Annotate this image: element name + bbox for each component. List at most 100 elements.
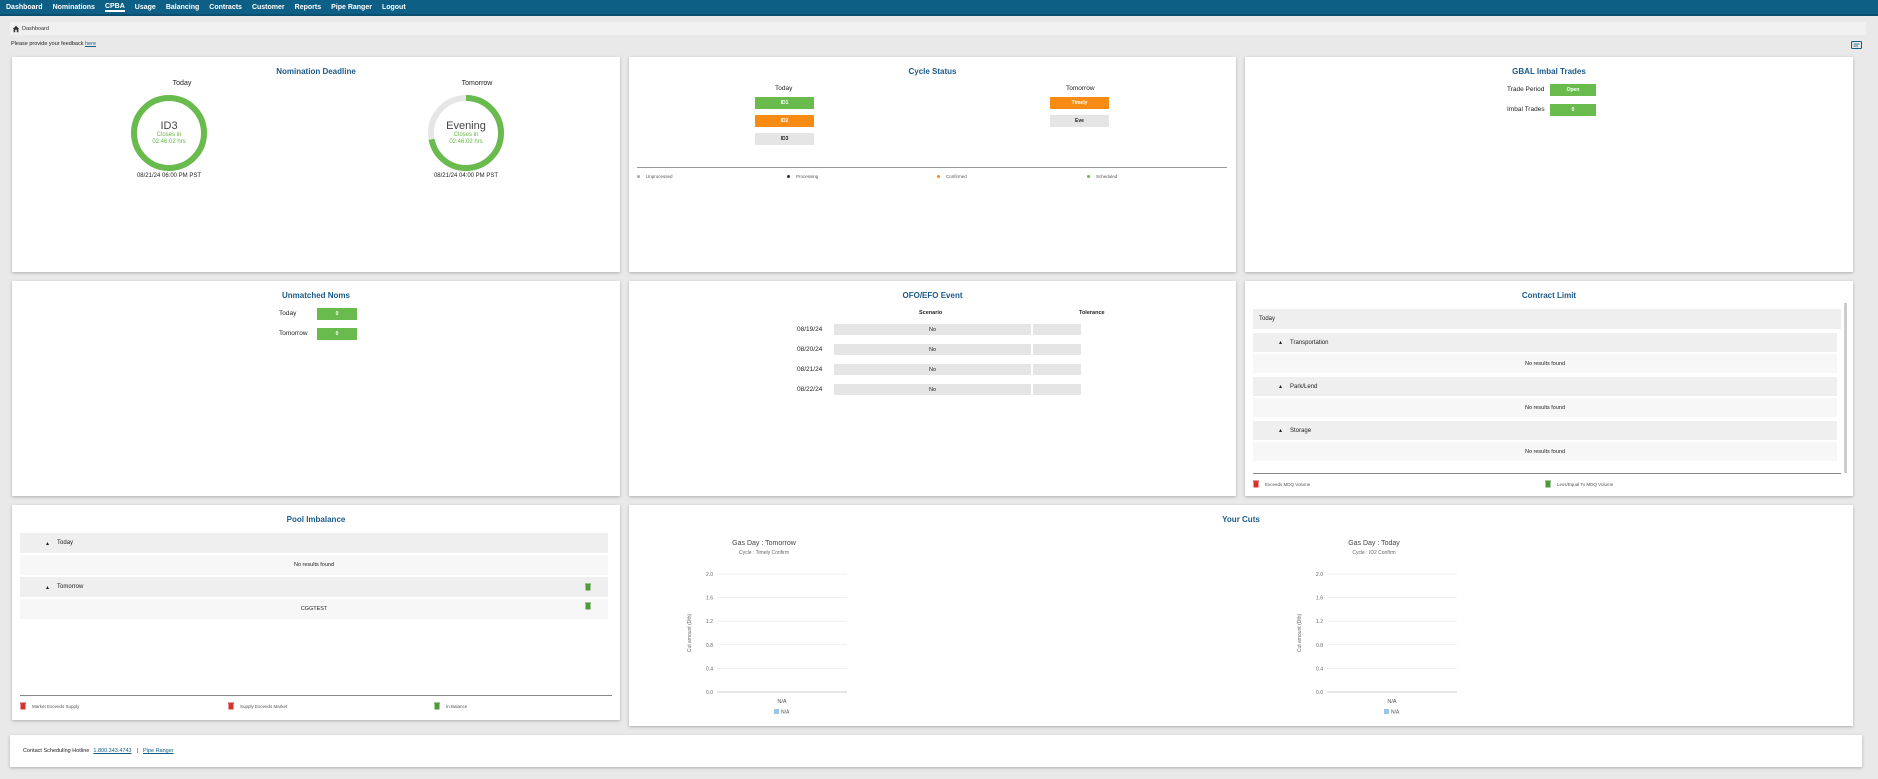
- contract-today-row[interactable]: Today: [1253, 309, 1841, 329]
- tomorrow-deadline-ring: Evening Closes in 02:46:02 hrs: [426, 93, 506, 173]
- nav-item-cpba[interactable]: CPBA: [104, 2, 125, 12]
- unmatched-noms-card: Unmatched Noms Today 0 Tomorrow 0: [12, 281, 620, 496]
- cycle-eve-status[interactable]: Eve: [1050, 115, 1109, 127]
- cycle-timely-status[interactable]: Timely: [1050, 97, 1109, 109]
- imbal-trades-count[interactable]: 0: [1550, 104, 1596, 116]
- nav-item-customer[interactable]: Customer: [251, 3, 285, 11]
- breadcrumb-current: Dashboard: [22, 25, 49, 32]
- x-category-label: N/A: [777, 699, 787, 705]
- legend-less-equal-mdq: Less/Equal To MDQ Volume: [1545, 480, 1613, 488]
- contract-limit-title: Contract Limit: [1521, 291, 1577, 300]
- y-tick-label: 2.0: [1316, 572, 1323, 578]
- y-tick-label: 0.4: [706, 666, 713, 672]
- today-deadline-ring: ID3 Closes in 02:46:02 hrs: [129, 93, 209, 173]
- cuts-chart-title: Gas Day : Today: [1348, 540, 1400, 547]
- legend-label[interactable]: N/A: [781, 710, 790, 716]
- ofo-title: OFO/EFO Event: [902, 291, 963, 300]
- nav-item-contracts[interactable]: Contracts: [209, 3, 242, 11]
- legend-label[interactable]: N/A: [1391, 710, 1400, 716]
- cycle-status-card: Cycle Status Today Tomorrow ID1 ID2 ID3 Ti…: [629, 57, 1236, 272]
- pool-today-row[interactable]: ▴ Today: [20, 533, 608, 553]
- pool-imbalance-card: Pool Imbalance ▴ Today No results found ▴…: [12, 505, 620, 720]
- contract-section-transportation[interactable]: ▴ Transportation: [1253, 333, 1837, 352]
- contract-scrollbar[interactable]: [1844, 303, 1847, 473]
- nav-item-dashboard[interactable]: Dashboard: [6, 3, 43, 11]
- ofo-scenario-cell: No: [834, 364, 1031, 375]
- pipe-ranger-link[interactable]: Pipe Ranger: [143, 748, 174, 754]
- cycle-id2-status[interactable]: ID2: [755, 115, 814, 127]
- footer: Contact Scheduling Hotline 1.800.343.474…: [10, 735, 1862, 767]
- caret-up-icon: ▴: [1279, 428, 1283, 434]
- pool-item-row[interactable]: CGGTEST: [20, 599, 608, 619]
- legend-dot-icon: [787, 175, 790, 178]
- cuts-bar-chart: 2.0 1.6 1.2 0.8 0.4 0.0 Cut amount (Dth) N/A N/A: [1297, 572, 1457, 716]
- ofo-date: 08/21/24: [797, 366, 823, 373]
- cuts-chart-title: Gas Day : Tomorrow: [732, 540, 796, 547]
- y-tick-label: 2.0: [706, 572, 713, 578]
- legend-dot-icon: [637, 175, 640, 178]
- y-tick-label: 1.6: [706, 596, 713, 602]
- unmatched-tomorrow-label: Tomorrow: [279, 330, 308, 337]
- legend-in-balance: In Balance: [434, 702, 467, 710]
- trash-red-icon: [20, 702, 26, 710]
- contract-section-park-lend[interactable]: ▴ Park/Lend: [1253, 377, 1837, 396]
- ofo-date: 08/20/24: [797, 346, 823, 353]
- top-navigation-bar: Dashboard Nominations CPBA Usage Balancing Co…: [0, 0, 1878, 16]
- contract-section-result: No results found: [1253, 398, 1837, 417]
- trash-green-icon[interactable]: [585, 583, 591, 591]
- cuts-bar-chart: 2.0 1.6 1.2 0.8 0.4 0.0 Cut amount (Dth) N/A N/A: [687, 572, 847, 716]
- feedback-link[interactable]: here: [85, 41, 97, 47]
- gbal-title: GBAL Imbal Trades: [1512, 67, 1586, 76]
- cycle-id3-status[interactable]: ID3: [755, 133, 814, 145]
- ofo-efo-event-card: OFO/EFO Event Scenario Tolerance 08/19/2…: [629, 281, 1236, 496]
- legend-exceeds-mdq: Exceeds MDQ Volume: [1253, 480, 1310, 488]
- today-deadline-time: 08/21/24 06:00 PM PST: [136, 173, 202, 179]
- main-menu: Dashboard Nominations CPBA Usage Balancing Co…: [0, 0, 1878, 14]
- nav-item-nominations[interactable]: Nominations: [52, 3, 95, 11]
- ofo-scenario-cell: No: [834, 384, 1031, 395]
- tomorrow-cycle: Evening: [446, 120, 486, 132]
- caret-up-icon: ▴: [46, 584, 50, 591]
- nav-item-balancing[interactable]: Balancing: [165, 3, 200, 11]
- cuts-chart-subtitle: Cycle : ID2 Confirm: [1352, 550, 1396, 556]
- trash-green-icon[interactable]: [585, 602, 591, 610]
- pool-imbalance-title: Pool Imbalance: [286, 515, 346, 524]
- tolerance-column-header: Tolerance: [1079, 310, 1105, 316]
- contract-section-storage[interactable]: ▴ Storage: [1253, 421, 1837, 440]
- y-tick-label: 1.6: [1316, 596, 1323, 602]
- unmatched-today-count[interactable]: 0: [317, 308, 357, 320]
- legend-dot-icon: [1087, 175, 1090, 178]
- ofo-scenario-cell: No: [834, 324, 1031, 335]
- today-cycle: ID3: [160, 120, 178, 132]
- ofo-tolerance-cell: [1033, 364, 1081, 375]
- ofo-tolerance-cell: [1033, 324, 1081, 335]
- today-countdown: 02:46:02 hrs: [152, 139, 186, 145]
- home-icon[interactable]: [12, 25, 20, 33]
- nomination-deadline-card: Nomination Deadline Today ID3 Closes in …: [12, 57, 620, 272]
- feedback-prompt: Please provide your feedback here: [11, 41, 97, 47]
- nav-item-pipe-ranger[interactable]: Pipe Ranger: [331, 3, 372, 11]
- nav-item-logout[interactable]: Logout: [381, 3, 406, 11]
- trash-green-icon: [434, 702, 440, 710]
- caret-up-icon: ▴: [1279, 384, 1283, 390]
- pool-legend-divider: [20, 695, 612, 696]
- legend-scheduled: Scheduled: [1087, 174, 1117, 179]
- chat-icon[interactable]: [1851, 41, 1862, 50]
- nav-item-reports[interactable]: Reports: [294, 3, 322, 11]
- cycle-id1-status[interactable]: ID1: [755, 97, 814, 109]
- y-tick-label: 0.4: [1316, 666, 1323, 672]
- imbal-trades-label: Imbal Trades: [1507, 106, 1545, 113]
- nav-item-usage[interactable]: Usage: [134, 3, 156, 11]
- unmatched-tomorrow-count[interactable]: 0: [317, 328, 357, 340]
- pool-tomorrow-row[interactable]: ▴ Tomorrow: [20, 577, 608, 597]
- tomorrow-countdown: 02:46:02 hrs: [449, 139, 483, 145]
- hotline-phone-link[interactable]: 1.800.343.4743: [93, 748, 132, 754]
- unmatched-title: Unmatched Noms: [281, 291, 350, 300]
- ofo-tolerance-cell: [1033, 344, 1081, 355]
- trash-red-icon: [1253, 480, 1259, 488]
- y-tick-label: 0.0: [1316, 690, 1323, 696]
- scenario-column-header: Scenario: [919, 310, 943, 316]
- trade-period-status[interactable]: Open: [1550, 84, 1596, 96]
- unmatched-today-label: Today: [279, 310, 297, 317]
- legend-unprocessed: Unprocessed: [637, 174, 673, 179]
